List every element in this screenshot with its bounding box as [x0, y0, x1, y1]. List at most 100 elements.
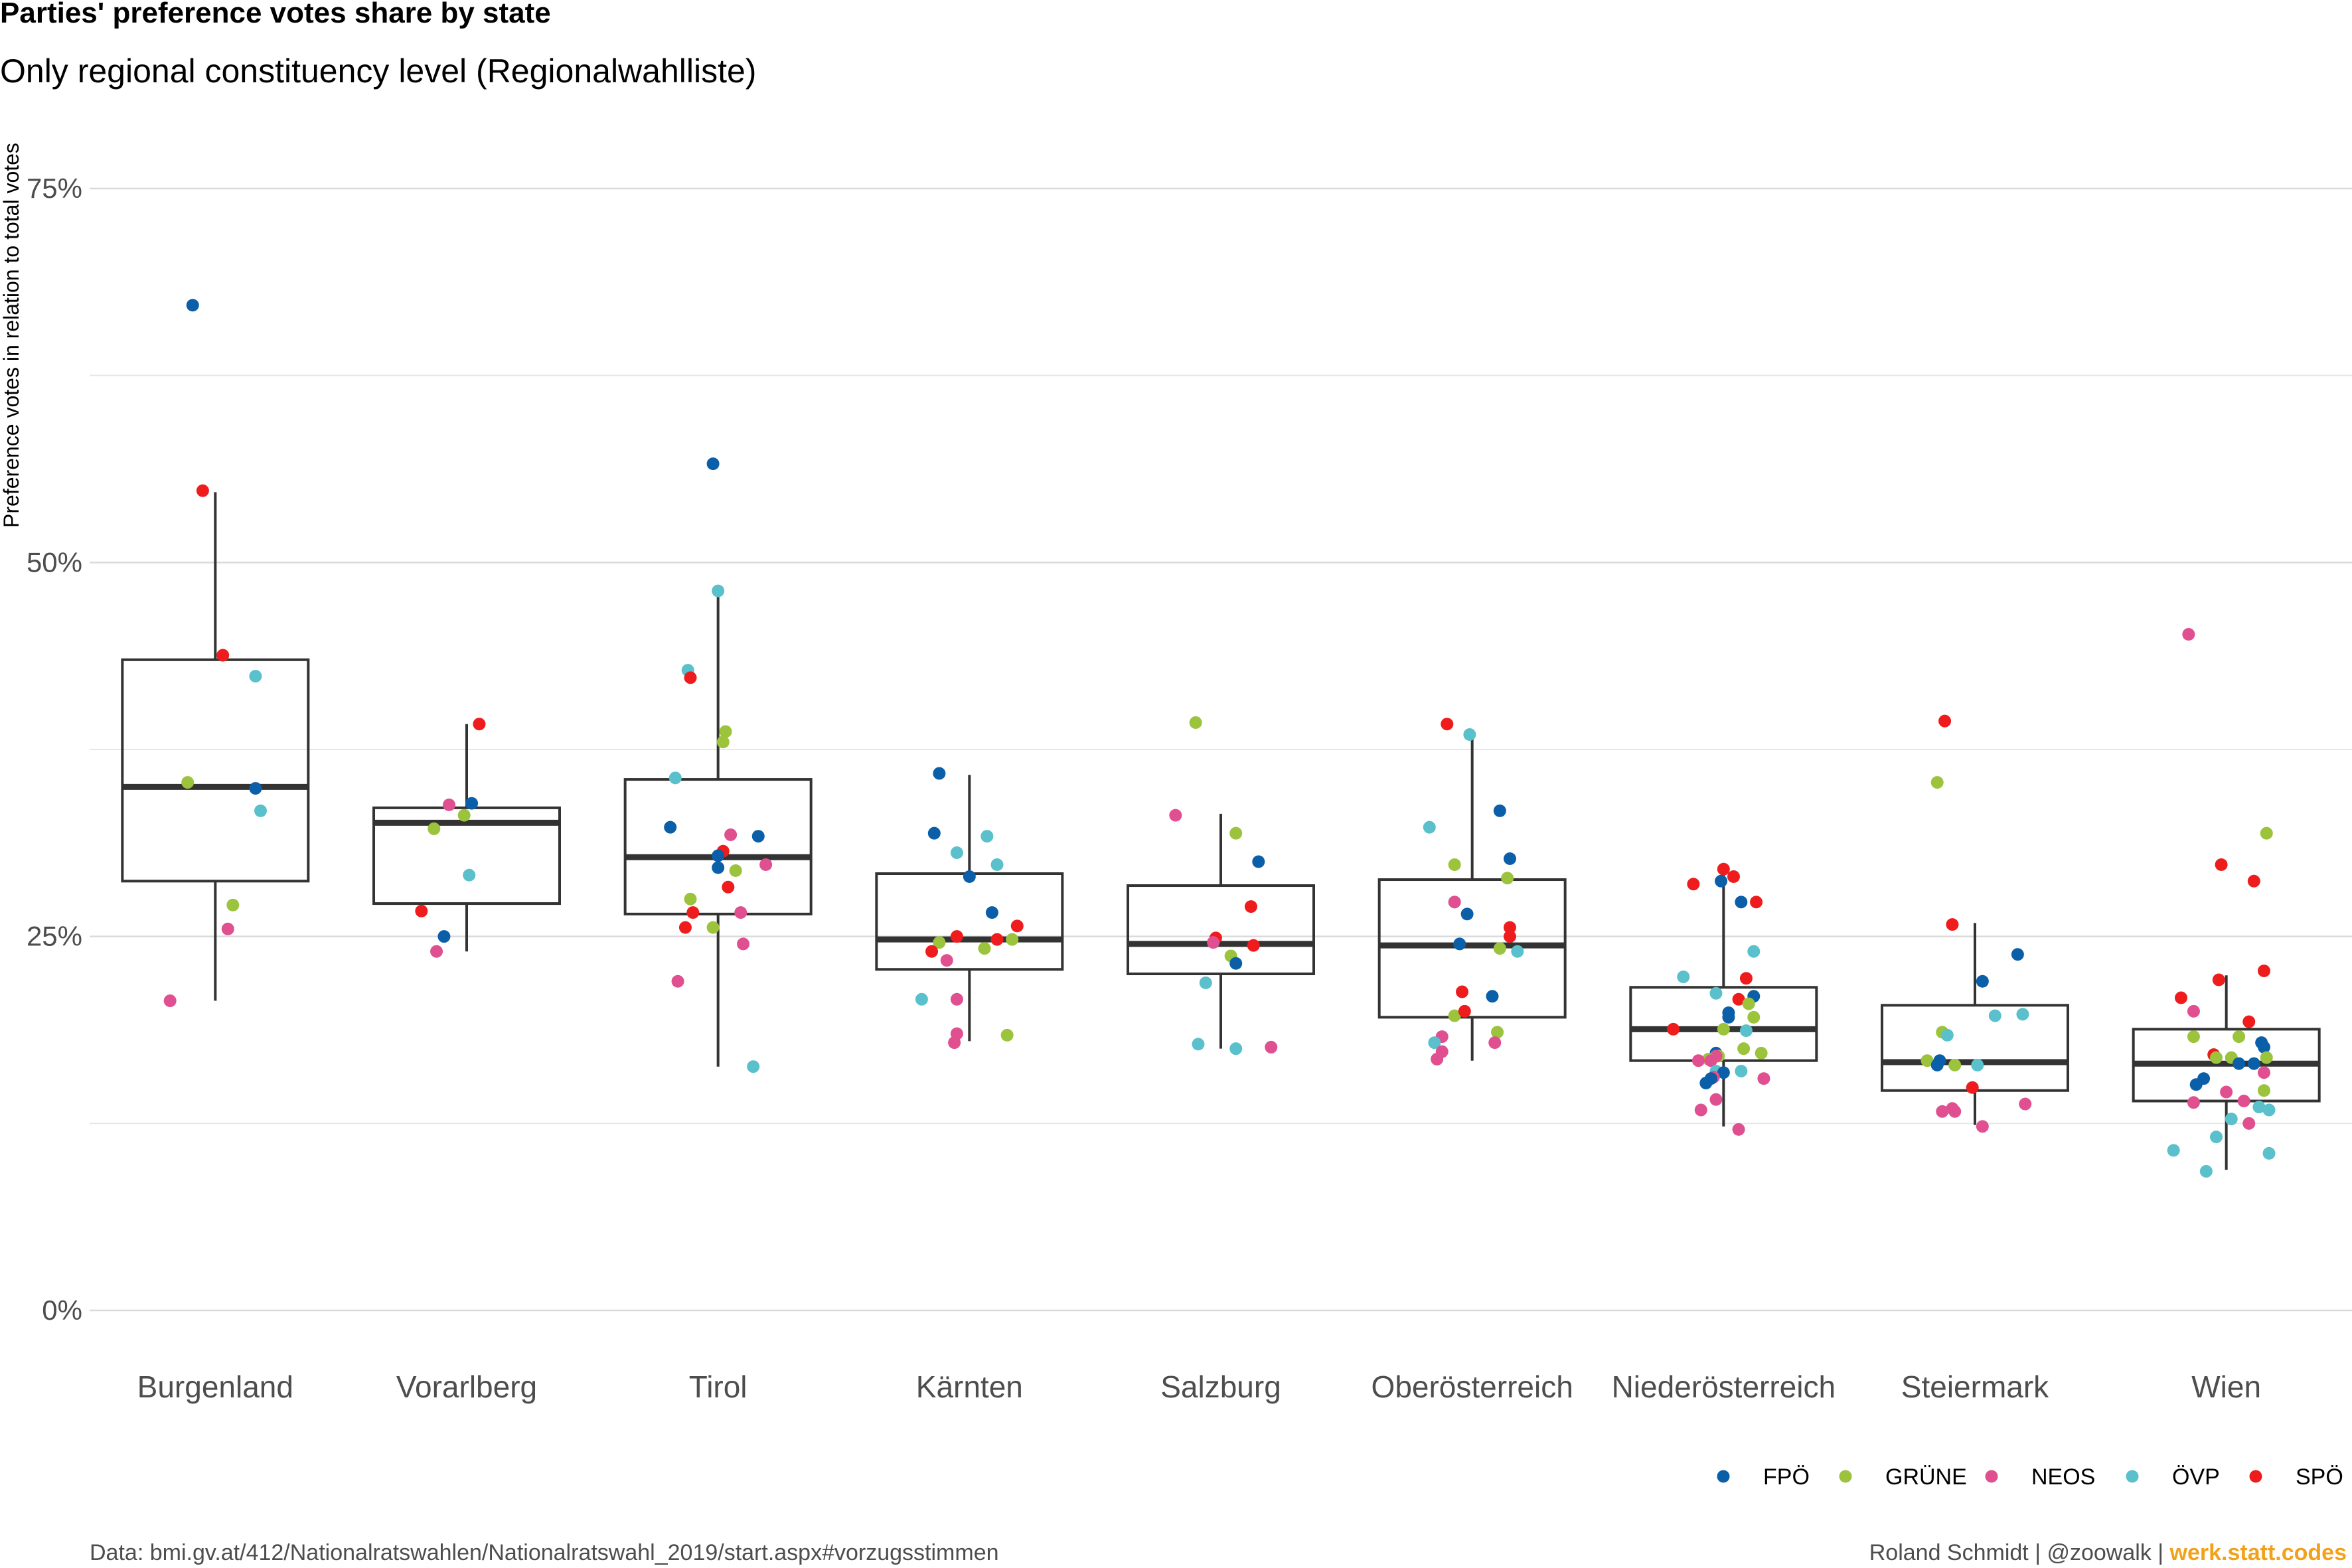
point-NEOS [1709, 1093, 1723, 1106]
point-ÖVP [1463, 728, 1476, 741]
point-ÖVP [2199, 1164, 2213, 1178]
point-SPÖ [2242, 1015, 2256, 1028]
x-tick-label: Kärnten [916, 1370, 1023, 1404]
point-FPÖ [1503, 852, 1516, 865]
point-ÖVP [2262, 1146, 2276, 1160]
boxplot-1 [372, 724, 561, 952]
point-FPÖ [1486, 990, 1499, 1003]
point-ÖVP [1677, 971, 1690, 984]
legend-label: SPÖ [2296, 1464, 2343, 1490]
point-NEOS [1976, 1120, 1989, 1133]
box-iqr [875, 872, 1064, 971]
point-GRÜNE [2233, 1030, 2246, 1044]
point-GRÜNE [181, 776, 195, 789]
point-SPÖ [473, 718, 486, 731]
point-NEOS [1169, 809, 1182, 822]
point-NEOS [1757, 1072, 1770, 1085]
point-GRÜNE [1229, 826, 1243, 840]
point-SPÖ [1667, 1022, 1680, 1036]
point-ÖVP [2225, 1113, 2238, 1126]
point-SPÖ [925, 945, 939, 958]
point-NEOS [442, 798, 455, 811]
chart-title: Parties' preference votes share by state [0, 0, 551, 29]
point-NEOS [2257, 1066, 2270, 1079]
caption-source: Data: bmi.gv.at/412/Nationalratswahlen/N… [90, 1540, 999, 1565]
point-ÖVP [1971, 1058, 1984, 1071]
point-ÖVP [747, 1060, 760, 1073]
point-SPÖ [1717, 862, 1730, 876]
point-ÖVP [1199, 977, 1212, 990]
point-NEOS [1488, 1036, 1502, 1050]
point-ÖVP [2262, 1103, 2276, 1117]
legend-item: FPÖ [1717, 1464, 1810, 1490]
point-ÖVP [254, 804, 267, 817]
box-iqr [623, 778, 813, 915]
point-FPÖ [2011, 948, 2024, 961]
point-SPÖ [684, 671, 697, 684]
point-FPÖ [1735, 896, 1748, 909]
point-GRÜNE [716, 736, 730, 749]
point-SPÖ [415, 904, 428, 917]
point-GRÜNE [1921, 1054, 1934, 1067]
point-NEOS [2237, 1095, 2250, 1108]
point-ÖVP [1735, 1064, 1748, 1077]
chart-subtitle: Only regional constituency level (Region… [0, 52, 756, 90]
point-FPÖ [927, 826, 941, 840]
point-NEOS [2019, 1097, 2032, 1111]
point-SPÖ [1938, 714, 1952, 728]
point-SPÖ [1503, 921, 1516, 934]
caption-credit: Roland Schmidt | @zoowalk | werk.statt.c… [1869, 1540, 2347, 1565]
y-tick-label: 0% [42, 1294, 82, 1326]
point-FPÖ [985, 906, 998, 919]
box-iqr [121, 658, 310, 883]
boxplot-6 [1629, 872, 1818, 1127]
x-tick-label: Burgenland [137, 1370, 293, 1404]
boxplot-3 [875, 775, 1064, 1042]
point-NEOS [1704, 1054, 1717, 1067]
point-FPÖ [1229, 957, 1243, 970]
point-GRÜNE [729, 864, 742, 878]
point-SPÖ [950, 930, 963, 943]
point-ÖVP [2210, 1131, 2223, 1144]
boxplot-8 [2132, 975, 2321, 1170]
point-ÖVP [1739, 1024, 1753, 1038]
point-FPÖ [465, 797, 479, 810]
point-ÖVP [1192, 1038, 1205, 1051]
point-FPÖ [1930, 1058, 1944, 1071]
point-GRÜNE [2257, 1084, 2270, 1097]
point-ÖVP [1747, 945, 1761, 958]
point-SPÖ [2257, 964, 2270, 977]
x-tick-label: Oberösterreich [1372, 1370, 1573, 1404]
point-SPÖ [1946, 918, 1959, 931]
point-GRÜNE [1742, 997, 1755, 1010]
point-NEOS [2182, 627, 2195, 641]
point-GRÜNE [1717, 1022, 1730, 1036]
x-axis-ticks: Burgenland Vorarlberg Tirol Kärnten Salzburg… [137, 1370, 2261, 1404]
point-FPÖ [1493, 804, 1506, 817]
point-FPÖ [1715, 874, 1728, 888]
point-NEOS [950, 992, 963, 1006]
legend-key [1839, 1470, 1852, 1483]
point-NEOS [163, 994, 177, 1008]
point-NEOS [724, 828, 738, 841]
point-GRÜNE [1448, 1009, 1461, 1022]
boxplots [121, 492, 2321, 1170]
legend: FPÖ GRÜNE NEOS ÖVP SPÖ [1717, 1464, 2343, 1490]
point-FPÖ [664, 821, 677, 834]
point-GRÜNE [706, 921, 720, 934]
point-ÖVP [1511, 945, 1524, 958]
legend-item: ÖVP [2126, 1464, 2220, 1490]
y-axis-ticks: 0% 25% 50% 75% [27, 173, 82, 1326]
point-ÖVP [668, 771, 682, 785]
point-NEOS [1936, 1105, 1949, 1118]
point-NEOS [759, 858, 773, 872]
point-GRÜNE [1737, 1042, 1751, 1056]
point-ÖVP [2167, 1144, 2180, 1157]
point-ÖVP [2016, 1008, 2029, 1021]
legend-key [1717, 1470, 1730, 1483]
point-NEOS [1207, 936, 1220, 949]
point-GRÜNE [1930, 776, 1944, 789]
legend-item: GRÜNE [1839, 1464, 1967, 1490]
point-SPÖ [1727, 870, 1740, 884]
point-FPÖ [706, 457, 720, 471]
